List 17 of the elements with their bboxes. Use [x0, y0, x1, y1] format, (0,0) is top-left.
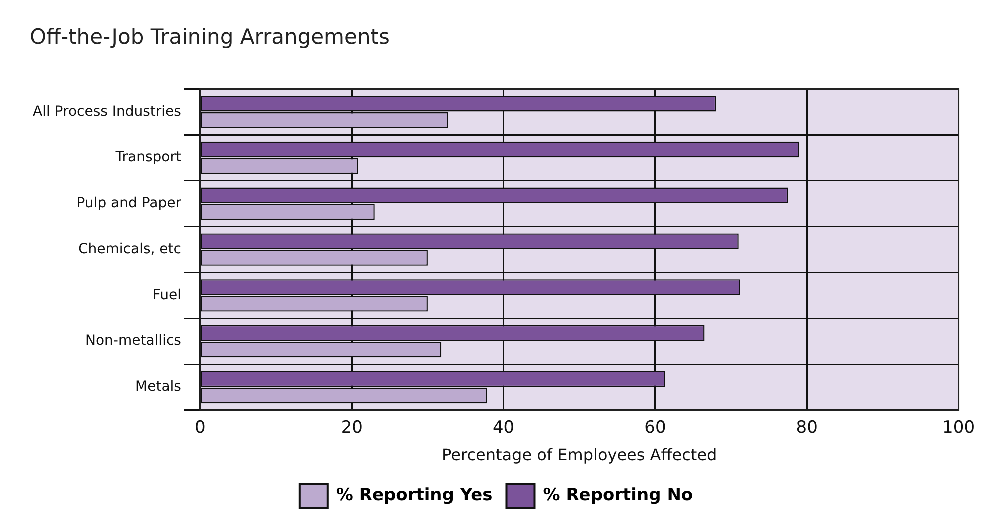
y-tick-label: Metals — [136, 379, 182, 396]
x-axis-title: Percentage of Employees Affected — [442, 446, 718, 465]
x-tick-label: 0 — [195, 418, 206, 438]
y-tick-label: Chemicals, etc — [78, 241, 182, 258]
x-tick-label: 40 — [492, 418, 515, 438]
legend-label: % Reporting No — [543, 485, 694, 506]
x-tick-label: 100 — [942, 418, 976, 438]
y-tick-label: Fuel — [152, 287, 182, 304]
y-tick-label: Pulp and Paper — [76, 196, 182, 212]
y-tick-label: Non-metallics — [86, 333, 182, 350]
y-tick-label: Transport — [114, 150, 182, 166]
x-tick-label: 80 — [796, 418, 818, 438]
chart-title: Off-the-Job Training Arrangements — [30, 25, 390, 50]
x-tick-label: 60 — [644, 418, 666, 438]
y-tick-label: All Process Industries — [32, 104, 182, 120]
legend-label: % Reporting Yes — [336, 485, 493, 506]
x-tick-label: 20 — [341, 418, 363, 438]
